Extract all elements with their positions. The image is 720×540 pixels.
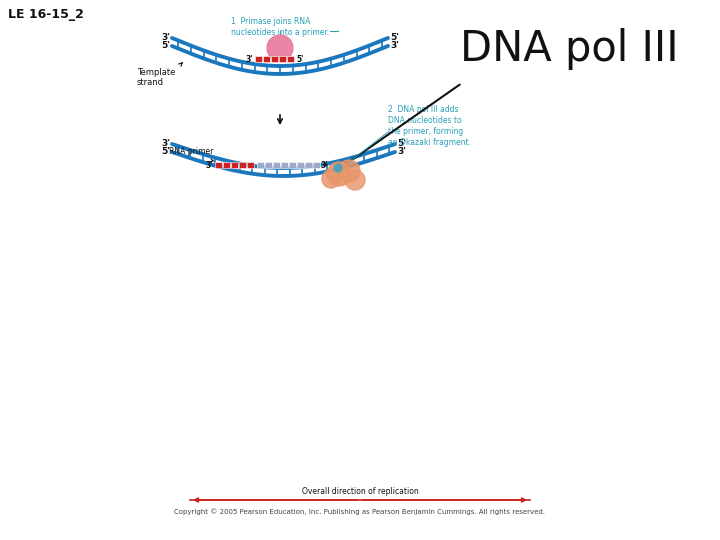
Text: 3': 3' [397,147,406,157]
Bar [239,162,246,168]
Circle shape [345,170,365,190]
Bar [231,162,238,168]
Circle shape [267,35,293,61]
Circle shape [338,160,360,182]
Text: Template
strand: Template strand [137,68,175,87]
Text: 5': 5' [161,42,170,51]
Text: 3': 3' [390,42,399,51]
Bar [265,162,272,168]
Bar [255,56,262,62]
Bar [281,162,288,168]
Text: 1  Primase joins RNA
nucleotides into a primer.: 1 Primase joins RNA nucleotides into a p… [231,17,329,37]
Text: 3': 3' [321,160,328,170]
Bar [271,56,278,62]
Bar [279,56,286,62]
Text: 5': 5' [161,147,170,157]
Bar [297,162,304,168]
Text: 2  DNA pol III adds
DNA nucleotides to
the primer, forming
an Okazaki fragment.: 2 DNA pol III adds DNA nucleotides to th… [388,105,471,147]
Bar [273,162,280,168]
Text: 3': 3' [161,139,170,148]
Text: 5': 5' [390,33,399,43]
Text: LE 16-15_2: LE 16-15_2 [8,8,84,21]
Text: RNA primer: RNA primer [168,147,213,156]
Circle shape [327,162,351,186]
Bar [289,162,296,168]
Text: 5': 5' [296,55,304,64]
Bar [247,162,254,168]
Bar [215,162,222,168]
Text: Overall direction of replication: Overall direction of replication [302,487,418,496]
Bar [263,56,270,62]
Text: DNA pol III: DNA pol III [460,28,679,70]
Bar [287,56,294,62]
Text: Copyright © 2005 Pearson Education, Inc. Publishing as Pearson Benjamin Cummings: Copyright © 2005 Pearson Education, Inc.… [174,508,546,515]
Circle shape [334,164,342,172]
Bar [257,162,264,168]
Text: 3': 3' [161,33,170,43]
Text: 3': 3' [205,160,213,170]
Text: 3': 3' [246,55,253,64]
Bar [223,162,230,168]
Text: 5': 5' [397,139,406,148]
Bar [305,162,312,168]
Bar [313,162,320,168]
Circle shape [322,170,340,188]
